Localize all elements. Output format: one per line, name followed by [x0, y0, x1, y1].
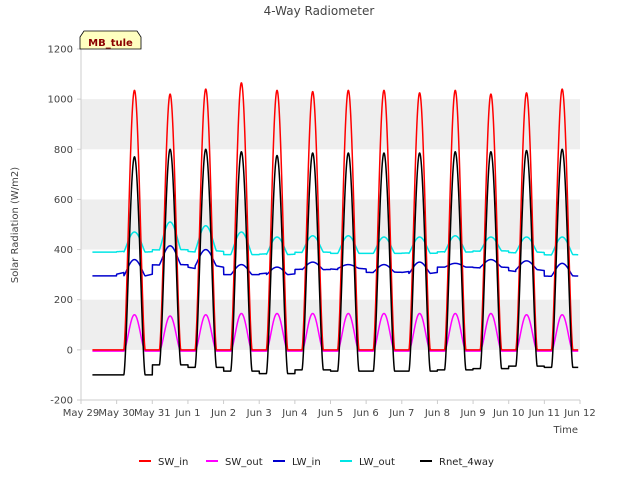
legend-label: LW_in — [292, 457, 321, 468]
x-tick-label: Jun 8 — [424, 408, 450, 419]
legend-item-sw_in: SW_in — [139, 457, 188, 468]
site-label: MB_tule — [88, 38, 133, 49]
legend-item-lw_in: LW_in — [273, 457, 321, 468]
chart-title: 4-Way Radiometer — [264, 4, 375, 18]
site-badge-box — [79, 30, 142, 50]
x-tick-label: Jun 11 — [528, 408, 561, 419]
y-tick-label: 800 — [54, 145, 73, 156]
site-badge: MB_tule — [79, 30, 142, 50]
x-tick-label: May 30 — [98, 408, 135, 419]
series-line-rnet_4way — [91, 148, 579, 376]
x-tick-label: May 29 — [63, 408, 100, 419]
series-line-sw_out — [91, 312, 579, 352]
y-axis-title: Solar Radiation (W/m2) — [10, 167, 21, 283]
legend-label: LW_out — [359, 457, 395, 468]
grid-bands — [81, 49, 580, 400]
legend: SW_in SW_out LW_in LW_out Rnet_4way — [139, 457, 494, 468]
x-tick-label: Jun 12 — [563, 408, 596, 419]
x-tick-label: Jun 5 — [317, 408, 343, 419]
legend-item-lw_out: LW_out — [340, 457, 395, 468]
y-tick-label: -200 — [50, 396, 73, 407]
y-tick-label: 0 — [67, 345, 73, 356]
grid-band — [81, 299, 580, 350]
x-tick-label: May 31 — [134, 408, 171, 419]
y-tick-label: 200 — [54, 295, 73, 306]
grid-band — [81, 199, 580, 250]
series-line-sw_in — [91, 82, 579, 351]
grid-band — [81, 99, 580, 150]
y-tick-label: 400 — [54, 245, 73, 256]
legend-label: Rnet_4way — [439, 457, 494, 468]
y-tick-label: 600 — [54, 195, 73, 206]
x-tick-label: Jun 10 — [492, 408, 525, 419]
x-tick-label: Jun 6 — [353, 408, 379, 419]
x-tick-label: Jun 4 — [281, 408, 307, 419]
x-tick-label: Jun 3 — [246, 408, 272, 419]
x-tick-label: Jun 1 — [174, 408, 200, 419]
legend-item-rnet_4way: Rnet_4way — [420, 457, 494, 468]
x-tick-label: Jun 2 — [210, 408, 236, 419]
legend-label: SW_in — [158, 457, 188, 468]
legend-item-sw_out: SW_out — [206, 457, 263, 468]
axes: -200 0 200 400 600 800 1000 1200 May 29 May 30 May… — [48, 45, 596, 420]
series-lines — [91, 82, 579, 376]
y-tick-label: 1200 — [48, 45, 73, 56]
x-axis-title: Time — [553, 425, 578, 436]
y-tick-label: 1000 — [48, 95, 73, 106]
x-tick-label: Jun 7 — [388, 408, 414, 419]
legend-label: SW_out — [225, 457, 263, 468]
x-tick-label: Jun 9 — [459, 408, 485, 419]
